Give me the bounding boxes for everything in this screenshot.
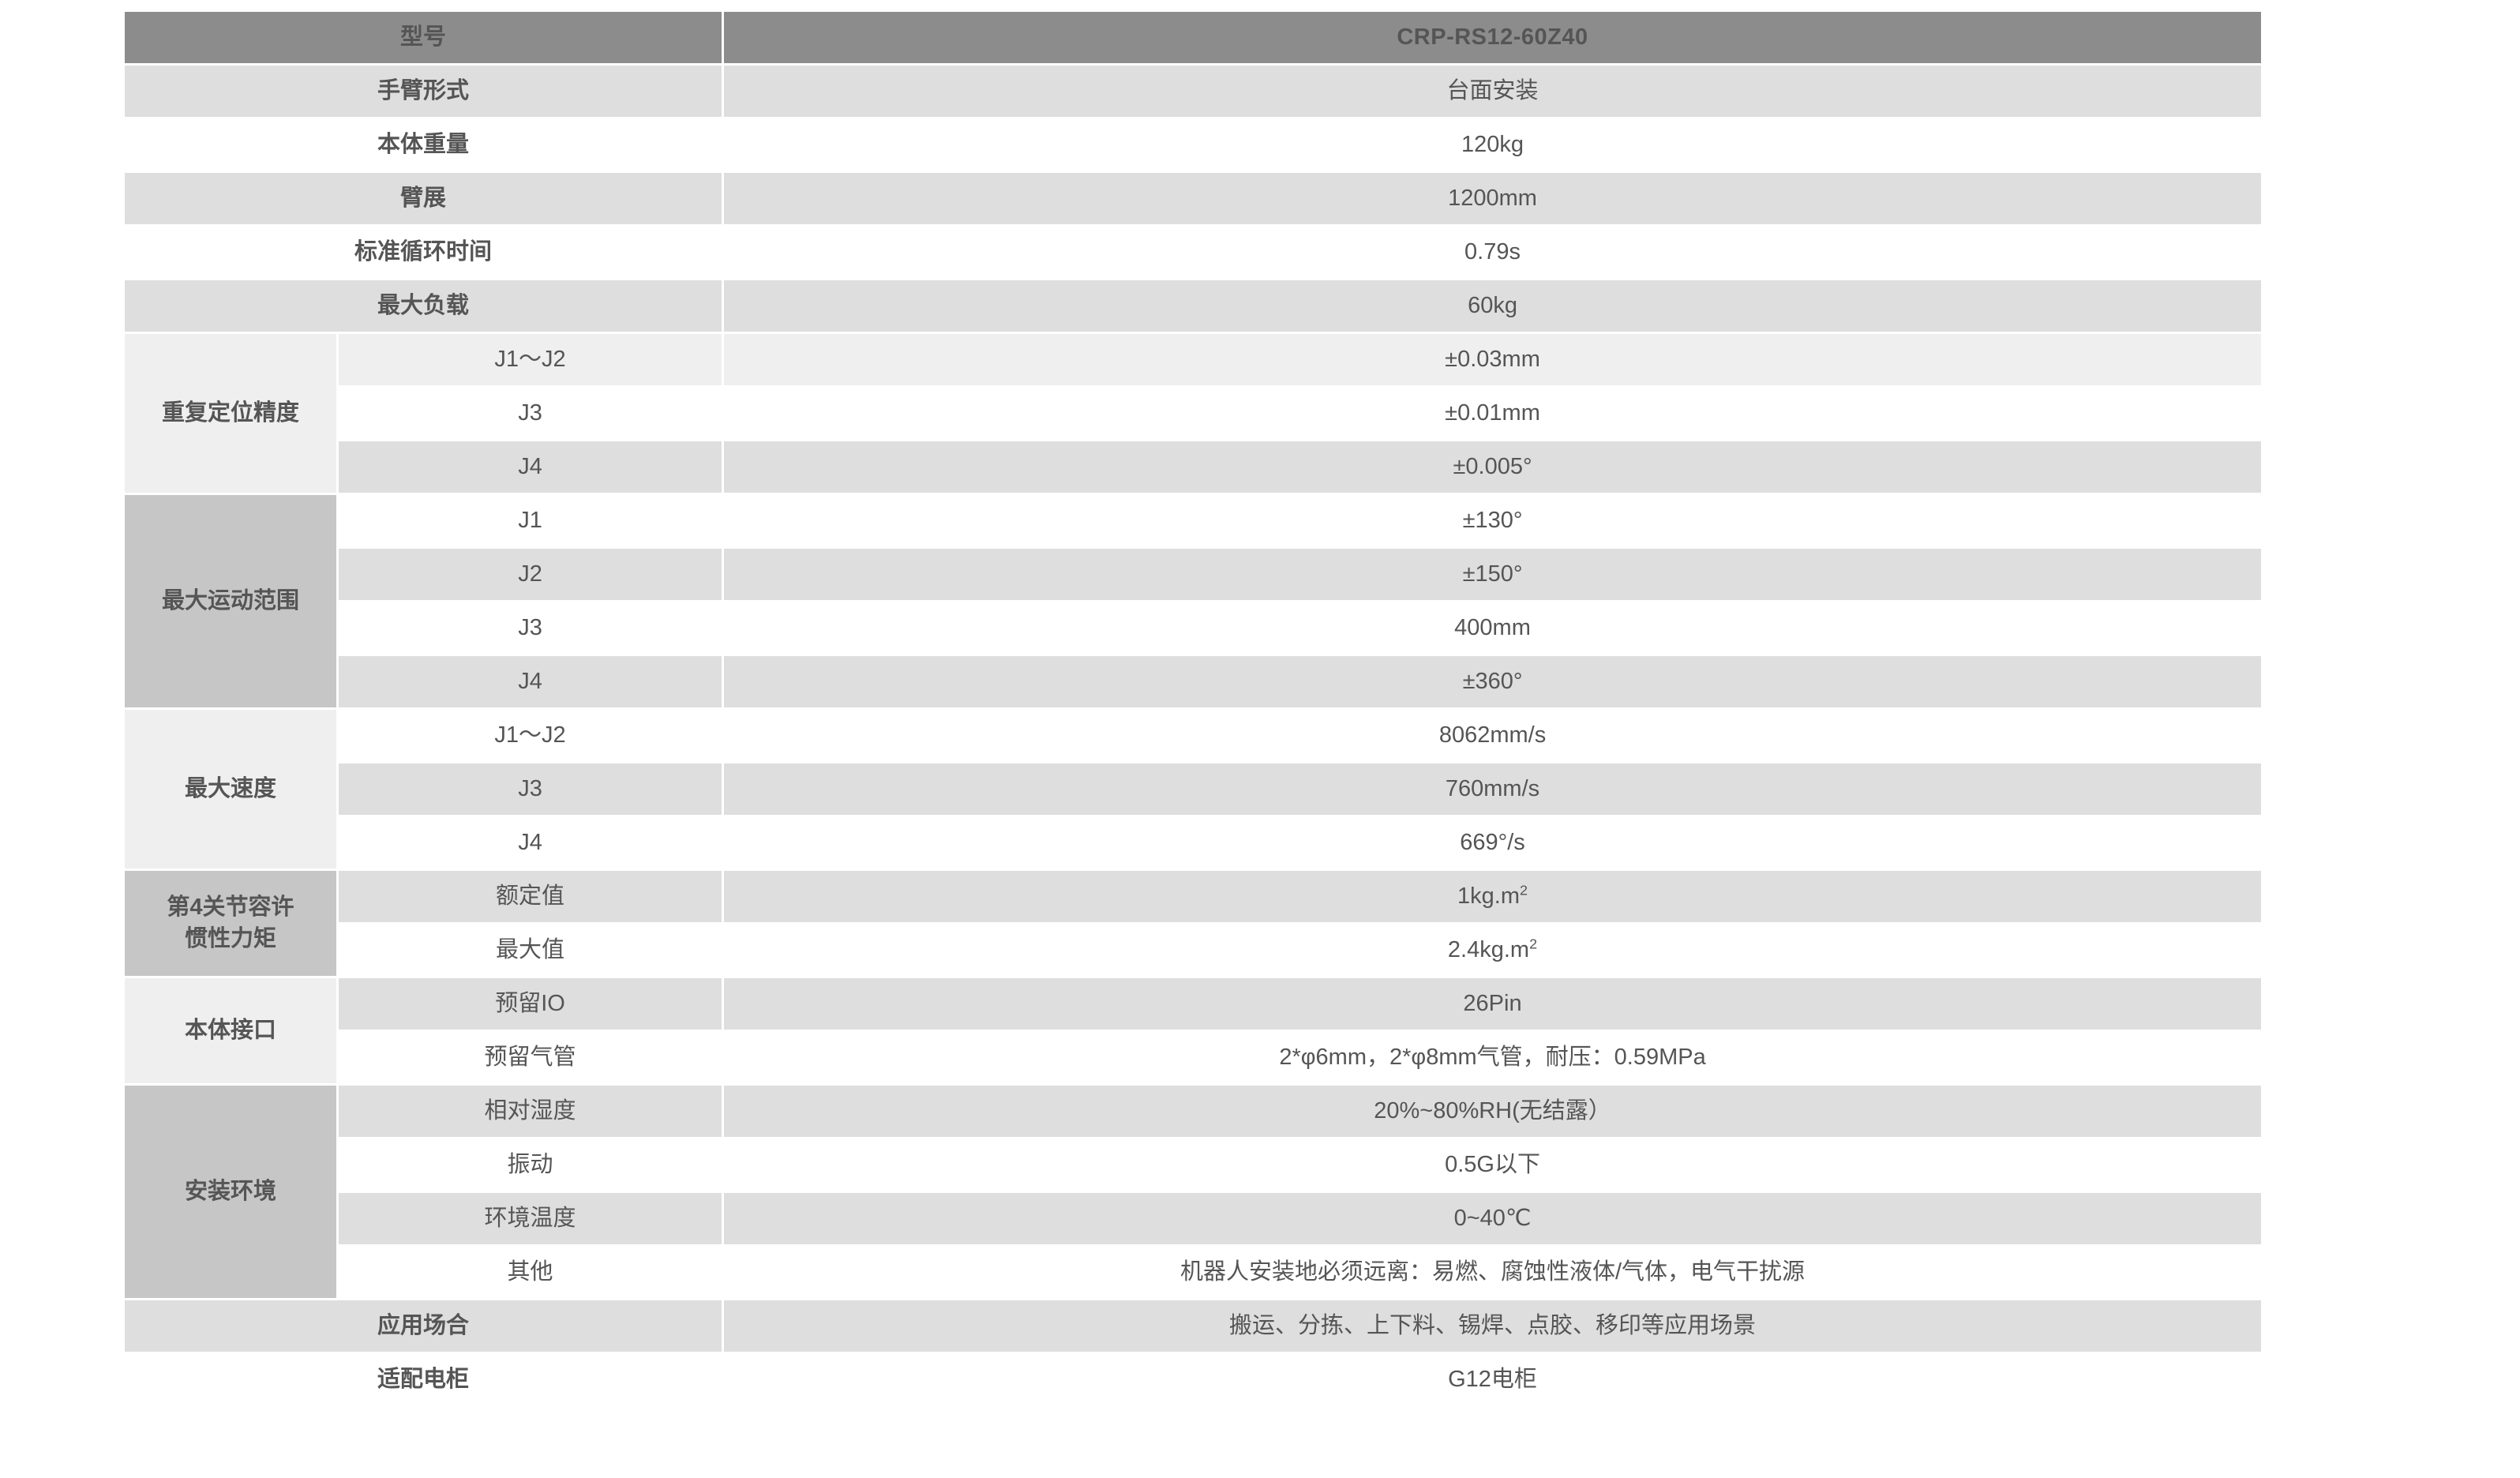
row-value: 机器人安装地必须远离：易燃、腐蚀性液体/气体，电气干扰源 (724, 1247, 2262, 1298)
sub-label: 环境温度 (339, 1193, 722, 1244)
table-row: J3 400mm (125, 602, 2262, 654)
table-row: 安装环境 相对湿度 20%~80%RH(无结露） (125, 1086, 2262, 1298)
row-value: ±0.03mm (724, 334, 2262, 385)
row-value: 400mm (724, 602, 2262, 654)
row-value: 2.4kg.m2 (724, 925, 2262, 976)
row-value: G12电柜 (724, 1354, 2262, 1405)
group-label-line2: 惯性力矩 (184, 925, 276, 951)
row-label: 本体重量 (125, 119, 722, 171)
row-label: 标准循环时间 (125, 227, 722, 278)
row-value: ±150° (724, 549, 2262, 600)
spec-table-container: 型号 CRP-RS12-60Z40 手臂形式 台面安装 本体重量 120kg 臂展 1200m… (122, 9, 2262, 1408)
table-row: 最大速度 J1～J2 8062mm/s (125, 710, 2262, 868)
sub-label: J1～J2 (339, 334, 722, 385)
table-row: 环境温度 0~40℃ (125, 1193, 2262, 1244)
row-value: ±360° (724, 656, 2262, 707)
sub-label: J4 (339, 656, 722, 707)
row-label: 手臂形式 (125, 66, 722, 117)
table-row: J3 760mm/s (125, 763, 2262, 815)
row-value: 搬运、分拣、上下料、锡焊、点胶、移印等应用场景 (724, 1300, 2262, 1352)
value-superscript: 2 (1520, 882, 1528, 898)
header-label-cell: 型号 (125, 12, 722, 63)
table-row: J4 ±360° (125, 656, 2262, 707)
table-row: 本体重量 120kg (125, 119, 2262, 171)
sub-label: 额定值 (339, 871, 722, 922)
header-model-cell: CRP-RS12-60Z40 (724, 12, 2262, 63)
value-text: 2.4kg.m (1447, 936, 1530, 962)
row-value: 669°/s (724, 817, 2262, 868)
table-row: J4 ±0.005° (125, 441, 2262, 493)
row-value: 1200mm (724, 173, 2262, 224)
group-label: 安装环境 (125, 1086, 336, 1298)
group-label-line1: 第4关节容许 (167, 895, 294, 921)
table-row: 手臂形式 台面安装 (125, 66, 2262, 117)
row-label: 臂展 (125, 173, 722, 224)
sub-label: J3 (339, 388, 722, 439)
table-row: 重复定位精度 J1～J2 ±0.03mm (125, 334, 2262, 493)
sub-label: 最大值 (339, 925, 722, 976)
sub-label: 其他 (339, 1247, 722, 1298)
value-superscript: 2 (1529, 936, 1538, 952)
sub-label: J3 (339, 763, 722, 815)
row-value: 台面安装 (724, 66, 2262, 117)
table-row: 标准循环时间 0.79s (125, 227, 2262, 278)
table-row: 预留气管 2*φ6mm，2*φ8mm气管，耐压：0.59MPa (125, 1032, 2262, 1083)
row-value: 2*φ6mm，2*φ8mm气管，耐压：0.59MPa (724, 1032, 2262, 1083)
sub-label: J4 (339, 817, 722, 868)
sub-label: 预留IO (339, 978, 722, 1030)
table-row: 最大负载 60kg (125, 280, 2262, 332)
row-value: 0.79s (724, 227, 2262, 278)
row-value: 120kg (724, 119, 2262, 171)
row-value: 60kg (724, 280, 2262, 332)
sub-label: J3 (339, 602, 722, 654)
table-row: 适配电柜 G12电柜 (125, 1354, 2262, 1405)
table-row: 振动 0.5G以下 (125, 1139, 2262, 1191)
row-value: ±0.01mm (724, 388, 2262, 439)
table-row: J3 ±0.01mm (125, 388, 2262, 439)
table-row: 其他 机器人安装地必须远离：易燃、腐蚀性液体/气体，电气干扰源 (125, 1247, 2262, 1298)
value-text: 1kg.m (1457, 883, 1520, 909)
sub-label: J1～J2 (339, 710, 722, 761)
group-label: 最大运动范围 (125, 495, 336, 707)
row-label: 适配电柜 (125, 1354, 722, 1405)
sub-label: J1 (339, 495, 722, 546)
group-label: 重复定位精度 (125, 334, 336, 493)
sub-label: 振动 (339, 1139, 722, 1191)
table-row: J4 669°/s (125, 817, 2262, 868)
robot-specification-table: 型号 CRP-RS12-60Z40 手臂形式 台面安装 本体重量 120kg 臂展 1200m… (122, 9, 2263, 1408)
table-row: 第4关节容许 惯性力矩 额定值 1kg.m2 (125, 871, 2262, 976)
row-value: 1kg.m2 (724, 871, 2262, 922)
sub-label: 预留气管 (339, 1032, 722, 1083)
sub-label: 相对湿度 (339, 1086, 722, 1137)
table-row: 本体接口 预留IO 26Pin (125, 978, 2262, 1083)
row-value: 0.5G以下 (724, 1139, 2262, 1191)
group-label: 最大速度 (125, 710, 336, 868)
sub-label: J2 (339, 549, 722, 600)
table-row: 最大值 2.4kg.m2 (125, 925, 2262, 976)
table-header-row: 型号 CRP-RS12-60Z40 (125, 12, 2262, 63)
table-row: J2 ±150° (125, 549, 2262, 600)
row-value: 760mm/s (724, 763, 2262, 815)
row-value: 8062mm/s (724, 710, 2262, 761)
row-value: 20%~80%RH(无结露） (724, 1086, 2262, 1137)
row-value: ±130° (724, 495, 2262, 546)
group-label: 本体接口 (125, 978, 336, 1083)
table-row: 应用场合 搬运、分拣、上下料、锡焊、点胶、移印等应用场景 (125, 1300, 2262, 1352)
row-label: 最大负载 (125, 280, 722, 332)
row-value: 0~40℃ (724, 1193, 2262, 1244)
group-label: 第4关节容许 惯性力矩 (125, 871, 336, 976)
table-row: 臂展 1200mm (125, 173, 2262, 224)
row-value: 26Pin (724, 978, 2262, 1030)
row-value: ±0.005° (724, 441, 2262, 493)
table-row: 最大运动范围 J1 ±130° (125, 495, 2262, 707)
row-label: 应用场合 (125, 1300, 722, 1352)
sub-label: J4 (339, 441, 722, 493)
